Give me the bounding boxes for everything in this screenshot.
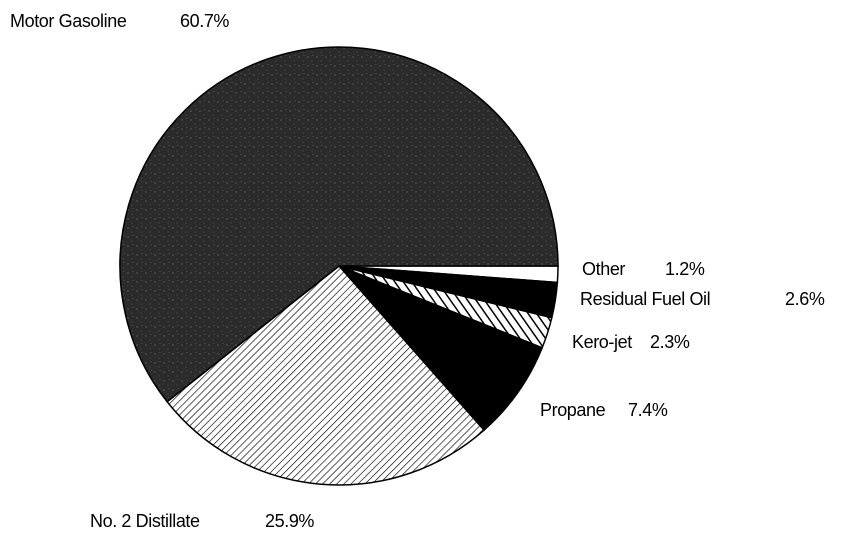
slice-label: Other bbox=[582, 259, 625, 279]
slice-value-label: 25.9% bbox=[265, 511, 314, 531]
slice-label: Residual Fuel Oil bbox=[580, 289, 710, 309]
slice-label: No. 2 Distillate bbox=[90, 511, 200, 531]
pie-slice bbox=[166, 264, 486, 486]
slice-value-label: 60.7% bbox=[180, 11, 229, 31]
slice-value-label: 2.6% bbox=[785, 289, 825, 309]
slice-label: Motor Gasoline bbox=[10, 11, 127, 31]
slice-value-label: 2.3% bbox=[650, 332, 690, 352]
pie-slice bbox=[119, 46, 559, 403]
pie-slice bbox=[338, 265, 544, 432]
slice-label: Propane bbox=[540, 400, 606, 420]
slice-value-label: 1.2% bbox=[665, 259, 705, 279]
slice-label: Kero-jet bbox=[572, 332, 632, 352]
slice-value-label: 7.4% bbox=[628, 400, 668, 420]
